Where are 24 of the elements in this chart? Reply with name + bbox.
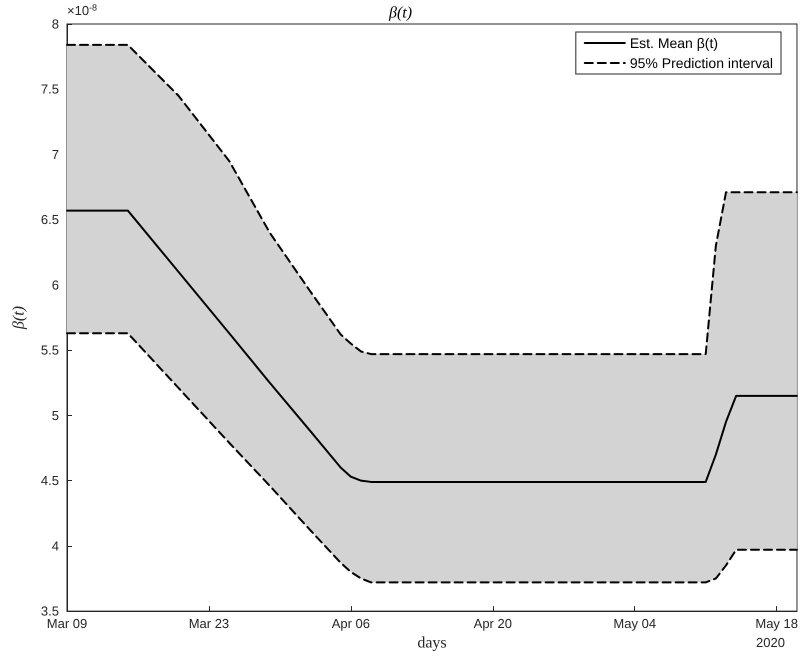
x-axis-title: days [417, 634, 447, 652]
y-tick-label: 6 [52, 277, 59, 292]
y-tick-label: 7.5 [40, 82, 59, 97]
y-tick-label: 6.5 [40, 212, 59, 228]
x-tick-label: Apr 20 [474, 616, 512, 632]
y-tick-label: 4 [52, 538, 59, 554]
line-series [66, 332, 798, 584]
y-tick-label: 4.5 [40, 473, 59, 488]
legend-label: 95% Prediction interval [630, 55, 773, 71]
x-tick-label: Mar 23 [188, 616, 230, 632]
y-tick-label: 8 [52, 16, 59, 32]
y-tick-label: 3.5 [40, 604, 59, 619]
y-tick-label: 7 [52, 146, 59, 162]
x-tick-label: Mar 09 [46, 616, 88, 632]
text: 2020 [756, 635, 785, 650]
y-tick-label: 5.5 [40, 342, 59, 358]
x-tick-label: May 04 [613, 616, 656, 632]
x-tick-label: May 18 [755, 616, 798, 632]
y-tick-label: 5 [52, 408, 59, 423]
x-tick-label: Apr 06 [332, 616, 370, 632]
chart-title: β(t) [388, 4, 412, 22]
y-axis-title: β(t) [10, 306, 28, 330]
line-series [66, 210, 798, 483]
legend-label: Est. Mean β(t) [630, 35, 718, 51]
